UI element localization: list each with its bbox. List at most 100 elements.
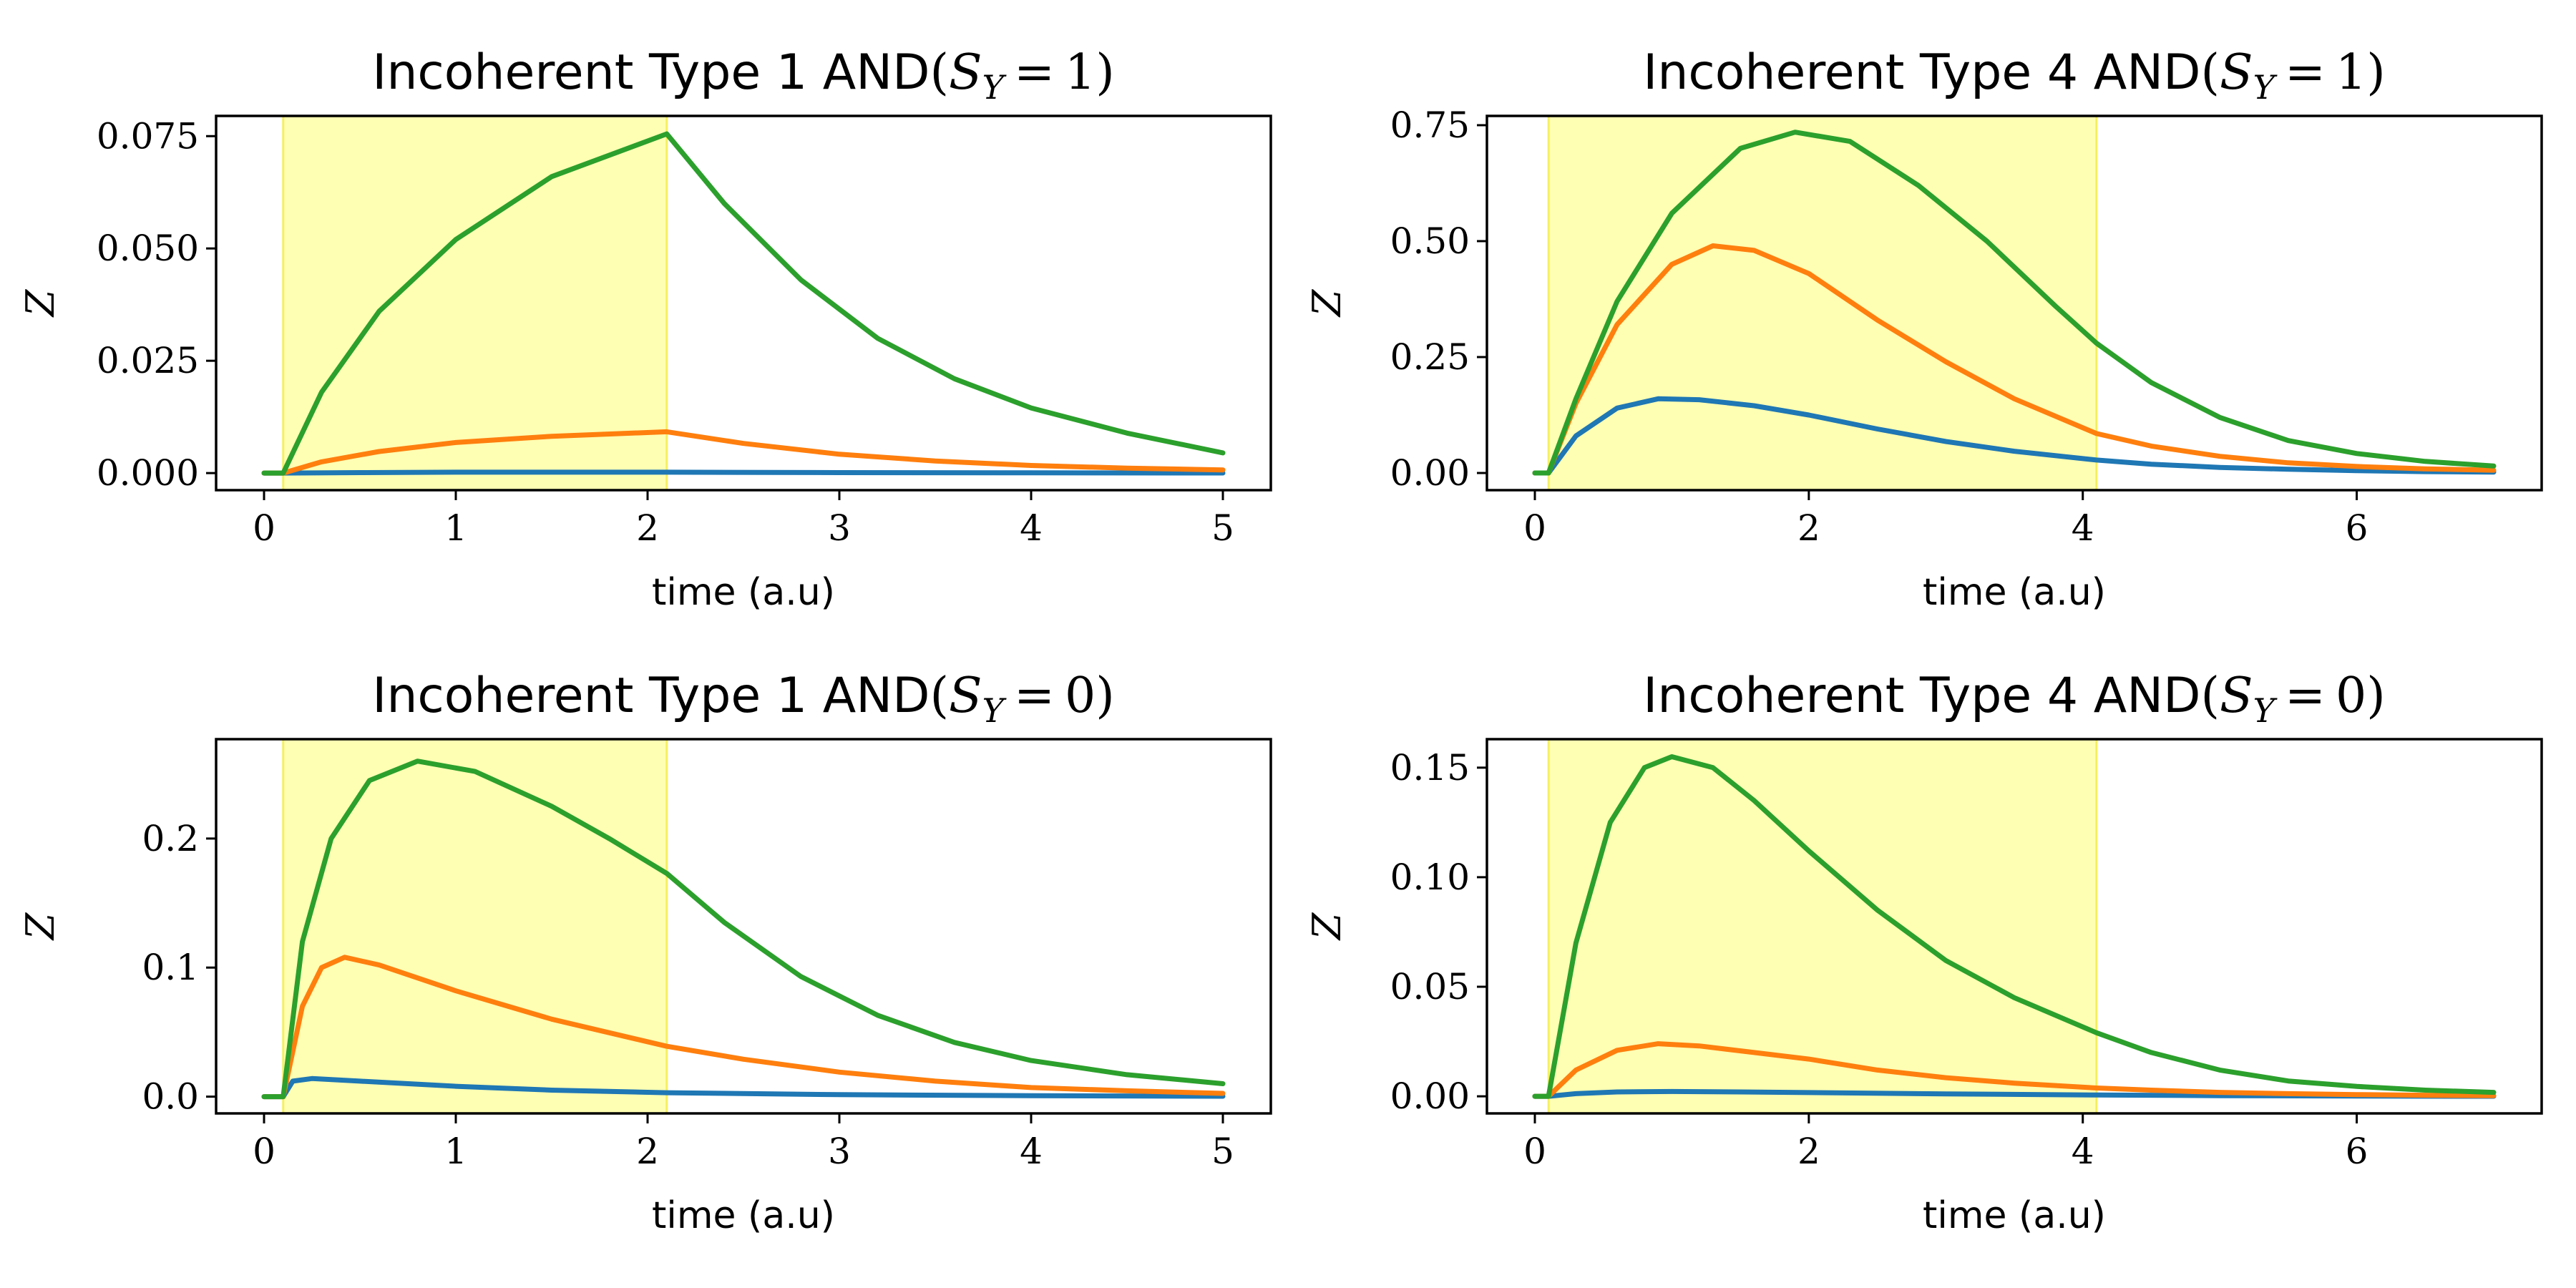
chart-title-main: Incoherent Type 4 AND [1643, 44, 2200, 101]
title-condition-var: S [949, 668, 982, 724]
y-tick-label: 0.00 [1390, 452, 1470, 494]
series-line-1 [261, 1075, 1226, 1100]
title-paren-open: ( [2200, 668, 2220, 724]
y-tick-label: 0.050 [97, 228, 199, 269]
title-condition-value: 0 [1065, 668, 1096, 724]
chart-panel-4: 0 2 4 6 0.00 0.05 0.10 0.15 time (a.u) Z Incoheren… [1304, 668, 2543, 1237]
series-line-2 [1532, 243, 2497, 476]
y-tick-label: 0.10 [1390, 857, 1470, 898]
title-paren-open: ( [930, 668, 949, 724]
plot-frame [1485, 114, 2543, 492]
chart-panel-2: 0 2 4 6 0.00 0.25 0.50 0.75 time (a.u) Z Incoheren… [1304, 44, 2543, 614]
shaded-input-span [1548, 116, 2097, 490]
title-paren-open: ( [930, 44, 949, 101]
x-tick-label: 4 [1020, 507, 1043, 549]
y-axis-label: Z [1304, 912, 1350, 941]
series-line-3 [261, 758, 1226, 1100]
series-line-2 [1532, 1041, 2497, 1099]
title-paren-close: ) [2366, 44, 2386, 101]
series-line-1 [1532, 1088, 2497, 1099]
series-line-3 [261, 131, 1226, 476]
title-paren-open: ( [2200, 44, 2220, 101]
series-line-1 [1532, 396, 2497, 476]
series-group [1532, 754, 2497, 1099]
y-axis-label: Z [18, 912, 63, 941]
x-tick-label: 5 [1211, 507, 1234, 549]
x-tick-label: 3 [828, 1131, 851, 1172]
x-tick-label: 0 [1523, 507, 1546, 549]
shaded-input-span [283, 739, 667, 1113]
chart-title: Incoherent Type 4 AND(SY = 1) [1643, 44, 2385, 107]
y-tick-label: 0.05 [1390, 966, 1470, 1008]
y-tick-label: 0.75 [1390, 104, 1470, 146]
title-condition-sub: Y [2253, 691, 2278, 730]
series-line-3 [1532, 754, 2497, 1099]
series-line-2 [261, 429, 1226, 476]
chart-title-main: Incoherent Type 1 AND [372, 668, 930, 724]
shaded-input-span [283, 116, 667, 490]
x-tick-label: 0 [1523, 1131, 1546, 1172]
series-group [261, 131, 1226, 476]
y-tick-label: 0.2 [142, 818, 199, 859]
series-line-3 [1532, 130, 2497, 476]
y-axis-label: Z [1304, 288, 1350, 318]
x-tick-label: 3 [828, 507, 851, 549]
x-tick-label: 4 [1020, 1131, 1043, 1172]
shaded-input-span [1548, 739, 2097, 1113]
y-tick-label: 0.15 [1390, 747, 1470, 789]
x-tick-label: 1 [444, 507, 467, 549]
chart-title: Incoherent Type 1 AND(SY = 0) [372, 668, 1114, 730]
chart-title: Incoherent Type 4 AND(SY = 0) [1643, 668, 2385, 730]
y-tick-label: 0.50 [1390, 220, 1470, 262]
title-condition-op: = [2285, 44, 2326, 101]
title-condition-sub: Y [982, 68, 1008, 107]
y-tick-label: 0.075 [97, 115, 199, 157]
chart-title-main: Incoherent Type 4 AND [1643, 668, 2200, 724]
title-condition-value: 1 [2336, 44, 2366, 101]
title-condition-value: 0 [2336, 668, 2366, 724]
x-axis-label: time (a.u) [1923, 571, 2106, 614]
x-tick-label: 0 [253, 507, 275, 549]
chart-panel-3: 0 1 2 3 4 5 0.0 0.1 0.2 time (a.u) Z Incoherent Typ… [18, 668, 1272, 1237]
title-condition-op: = [1014, 44, 1055, 101]
x-tick-label: 6 [2346, 507, 2368, 549]
y-tick-label: 0.00 [1390, 1075, 1470, 1117]
title-condition-var: S [949, 44, 982, 101]
title-condition-sub: Y [2253, 68, 2278, 107]
series-line-1 [261, 469, 1226, 476]
y-tick-label: 0.000 [97, 452, 199, 494]
series-line-2 [261, 955, 1226, 1100]
plot-frame [215, 114, 1272, 492]
title-paren-close: ) [2366, 668, 2386, 724]
title-paren-close: ) [1096, 44, 1115, 101]
x-axis-label: time (a.u) [652, 1194, 835, 1237]
y-tick-label: 0.0 [142, 1076, 199, 1118]
title-condition-op: = [2285, 668, 2326, 724]
y-tick-label: 0.025 [97, 340, 199, 381]
x-tick-label: 1 [444, 1131, 467, 1172]
series-group [261, 758, 1226, 1100]
chart-title: Incoherent Type 1 AND(SY = 1) [372, 44, 1114, 107]
x-axis-label: time (a.u) [652, 571, 835, 614]
x-tick-label: 2 [1797, 507, 1820, 549]
x-tick-label: 4 [2072, 507, 2094, 549]
chart-title-main: Incoherent Type 1 AND [372, 44, 930, 101]
x-tick-label: 6 [2346, 1131, 2368, 1172]
x-tick-label: 4 [2072, 1131, 2094, 1172]
y-tick-label: 0.1 [142, 947, 199, 988]
chart-panel-1: 0 1 2 3 4 5 0.000 0.025 0.050 0.075 time (a.u) Z Inc… [18, 44, 1272, 614]
series-group [1532, 130, 2497, 476]
title-condition-op: = [1014, 668, 1055, 724]
x-tick-label: 2 [636, 507, 659, 549]
title-condition-var: S [2220, 668, 2253, 724]
x-tick-label: 5 [1211, 1131, 1234, 1172]
plot-frame [1485, 738, 2543, 1115]
x-axis-label: time (a.u) [1923, 1194, 2106, 1237]
x-tick-label: 0 [253, 1131, 275, 1172]
title-condition-var: S [2220, 44, 2253, 101]
title-condition-value: 1 [1065, 44, 1096, 101]
title-condition-sub: Y [982, 691, 1008, 730]
title-paren-close: ) [1096, 668, 1115, 724]
x-tick-label: 2 [636, 1131, 659, 1172]
